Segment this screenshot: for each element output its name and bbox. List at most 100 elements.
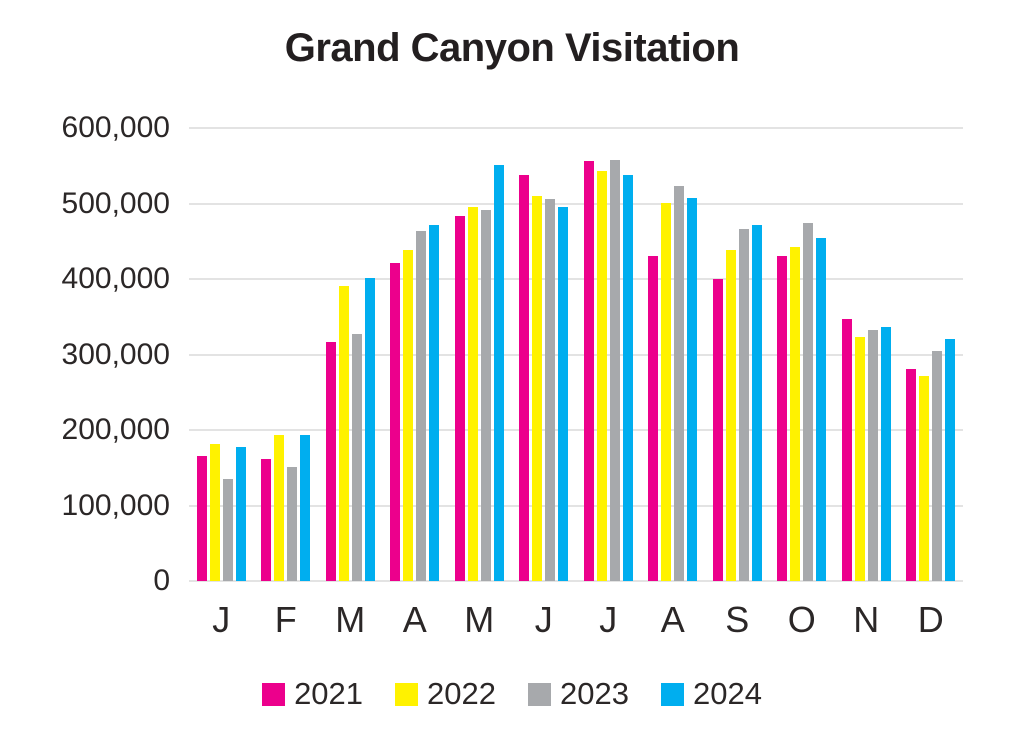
x-tick-label-m5: M <box>464 599 495 640</box>
bar-2021-m9 <box>712 279 723 581</box>
bar-2023-m4 <box>416 231 427 581</box>
bar-2021-m11 <box>841 319 852 581</box>
bar-2023-m12 <box>932 350 943 581</box>
bar-2023-m1 <box>222 479 233 581</box>
legend-item-2021: 2021 <box>262 676 363 712</box>
bar-2021-m8 <box>648 255 659 581</box>
y-tick-label: 300,000 <box>61 338 170 371</box>
bar-2024-m2 <box>300 434 311 581</box>
bar-2024-m4 <box>429 224 440 581</box>
chart-title: Grand Canyon Visitation <box>284 26 740 70</box>
gridline <box>189 127 963 129</box>
gridline <box>189 278 963 280</box>
bar-2022-m11 <box>854 337 865 581</box>
bar-group-m6 <box>519 128 569 581</box>
bar-2022-m9 <box>725 249 736 581</box>
x-tick-label-m12: D <box>917 599 944 640</box>
bar-2023-m3 <box>351 334 362 581</box>
x-tick-label-m8: A <box>660 599 685 640</box>
bar-2022-m8 <box>661 202 672 581</box>
bar-2021-m4 <box>390 263 401 581</box>
y-tick-label: 0 <box>153 564 170 597</box>
bar-group-m4 <box>390 128 440 581</box>
x-tick-label-m4: A <box>402 599 427 640</box>
bar-2021-m5 <box>454 215 465 581</box>
bar-group-m8 <box>648 128 698 581</box>
bar-2024-m11 <box>880 327 891 581</box>
gridline <box>189 505 963 507</box>
bar-2024-m8 <box>687 197 698 581</box>
bar-2021-m1 <box>196 456 207 581</box>
bar-2023-m2 <box>287 467 298 581</box>
bar-2022-m1 <box>209 444 220 581</box>
y-tick-label: 100,000 <box>61 489 170 522</box>
bar-2022-m12 <box>919 375 930 581</box>
bar-2022-m6 <box>532 195 543 581</box>
bar-2021-m3 <box>325 341 336 581</box>
bar-group-m3 <box>325 128 375 581</box>
gridline <box>189 203 963 205</box>
legend-swatch-icon <box>528 682 551 706</box>
bar-2021-m7 <box>583 161 594 581</box>
legend-label: 2022 <box>427 676 496 711</box>
bar-2022-m4 <box>403 250 414 581</box>
bar-group-m7 <box>583 128 633 581</box>
bar-2023-m11 <box>867 330 878 581</box>
legend-swatch-icon <box>395 682 419 706</box>
legend-item-2024: 2024 <box>660 676 762 712</box>
y-tick-label: 500,000 <box>61 187 170 220</box>
bar-2022-m3 <box>338 285 349 581</box>
bar-2024-m12 <box>945 338 956 581</box>
bar-2024-m9 <box>751 224 762 581</box>
legend-item-2023: 2023 <box>528 676 629 712</box>
bar-2023-m8 <box>674 186 685 581</box>
bar-2024-m1 <box>235 447 246 581</box>
legend-swatch-icon <box>262 682 286 706</box>
bar-group-m11 <box>841 128 891 581</box>
gridline <box>189 354 963 356</box>
bar-2022-m2 <box>274 434 285 581</box>
bar-2023-m6 <box>545 199 556 581</box>
bar-group-m2 <box>261 128 311 581</box>
x-tick-label-m2: F <box>274 599 297 640</box>
bar-2023-m5 <box>480 210 491 581</box>
bar-2024-m7 <box>622 174 633 581</box>
bar-2023-m7 <box>609 159 620 581</box>
bar-2023-m10 <box>803 223 814 581</box>
legend: 2021 2022 2023 2024 <box>0 676 1024 712</box>
x-tick-label-m3: M <box>335 599 366 640</box>
x-tick-label-m10: O <box>787 599 816 640</box>
legend-swatch-icon <box>660 682 684 706</box>
bar-2024-m5 <box>493 165 504 581</box>
bar-group-m9 <box>712 128 762 581</box>
x-tick-label-m11: N <box>853 599 880 640</box>
bar-2021-m10 <box>777 256 788 581</box>
bar-2021-m6 <box>519 174 530 581</box>
x-tick-label-m7: J <box>599 599 618 640</box>
plot-area <box>189 127 963 582</box>
bar-2022-m10 <box>790 246 801 581</box>
y-tick-label: 600,000 <box>61 111 170 144</box>
bar-2021-m2 <box>261 458 272 581</box>
bar-group-m5 <box>454 128 504 581</box>
bar-2022-m5 <box>467 206 478 581</box>
bar-group-m12 <box>906 128 956 581</box>
x-tick-label-m1: J <box>212 599 231 640</box>
y-axis: 600,000 500,000 400,000 300,000 200,000 100,0… <box>0 111 170 597</box>
gridline <box>189 580 963 582</box>
x-tick-label-m6: J <box>534 599 553 640</box>
bar-2022-m7 <box>596 171 607 581</box>
bar-2021-m12 <box>906 368 917 581</box>
bar-2024-m3 <box>364 277 375 581</box>
bar-2024-m6 <box>558 206 569 581</box>
bar-group-m10 <box>777 128 827 581</box>
legend-item-2022: 2022 <box>395 676 496 712</box>
bar-group-m1 <box>196 128 246 581</box>
gridline <box>189 429 963 431</box>
bar-series-container <box>189 128 963 581</box>
bar-2023-m9 <box>738 229 749 581</box>
y-tick-label: 400,000 <box>61 262 170 295</box>
x-tick-label-m9: S <box>725 599 750 640</box>
legend-label: 2021 <box>294 676 364 711</box>
